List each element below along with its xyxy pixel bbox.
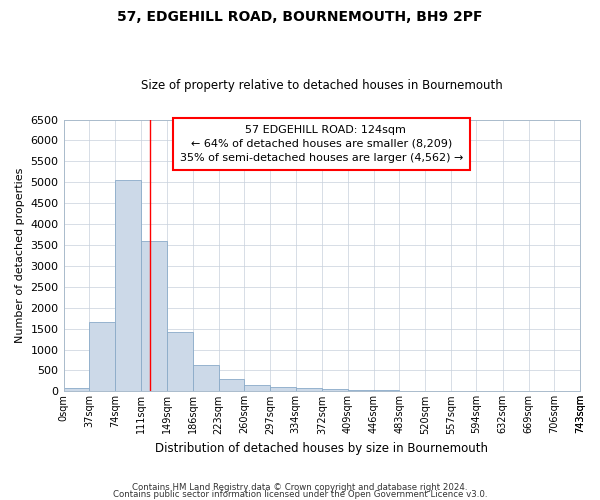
Bar — [244, 386, 270, 392]
Bar — [270, 387, 296, 392]
Bar — [167, 332, 193, 392]
Bar — [193, 366, 218, 392]
Bar — [374, 390, 399, 392]
X-axis label: Distribution of detached houses by size in Bournemouth: Distribution of detached houses by size … — [155, 442, 488, 455]
Bar — [115, 180, 140, 392]
Text: Contains public sector information licensed under the Open Government Licence v3: Contains public sector information licen… — [113, 490, 487, 499]
Y-axis label: Number of detached properties: Number of detached properties — [15, 168, 25, 343]
Bar — [322, 389, 348, 392]
Bar — [140, 242, 167, 392]
Text: Contains HM Land Registry data © Crown copyright and database right 2024.: Contains HM Land Registry data © Crown c… — [132, 484, 468, 492]
Title: Size of property relative to detached houses in Bournemouth: Size of property relative to detached ho… — [141, 79, 503, 92]
Bar — [348, 390, 374, 392]
Bar — [218, 380, 244, 392]
Text: 57, EDGEHILL ROAD, BOURNEMOUTH, BH9 2PF: 57, EDGEHILL ROAD, BOURNEMOUTH, BH9 2PF — [117, 10, 483, 24]
Bar — [89, 322, 115, 392]
Bar — [64, 388, 89, 392]
Bar — [296, 388, 322, 392]
Text: 57 EDGEHILL ROAD: 124sqm
← 64% of detached houses are smaller (8,209)
35% of sem: 57 EDGEHILL ROAD: 124sqm ← 64% of detach… — [180, 125, 463, 163]
